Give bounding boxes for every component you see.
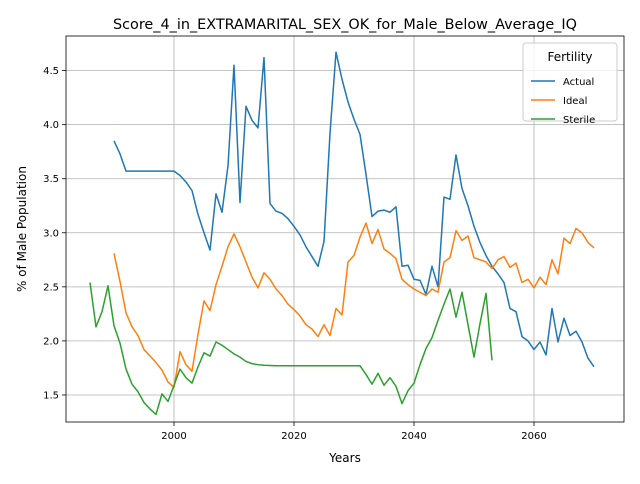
- legend-label-actual: Actual: [563, 77, 594, 88]
- x-tick-label: 2060: [521, 431, 546, 442]
- series-line-actual: [113, 51, 595, 368]
- legend-box: [522, 42, 618, 122]
- legend-title: Fertility: [547, 50, 592, 64]
- series-line-ideal: [113, 222, 595, 389]
- chart-title: Score_4_in_EXTRAMARITAL_SEX_OK_for_Male_…: [113, 17, 577, 33]
- series-line-sterile: [89, 282, 493, 416]
- y-tick-label: 3.0: [43, 228, 59, 239]
- series-layer: [89, 51, 595, 416]
- ticks: 2000 2020 2040 2060 1.5 2.0 2.5 3.0 3.5 4.0 4.5: [43, 66, 547, 442]
- x-tick-label: 2020: [281, 431, 306, 442]
- y-axis-label: % of Male Population: [15, 166, 29, 292]
- legend-label-ideal: Ideal: [563, 96, 587, 107]
- x-tick-label: 2040: [401, 431, 426, 442]
- y-tick-label: 2.5: [43, 282, 59, 293]
- legend-label-sterile: Sterile: [563, 115, 595, 126]
- y-tick-label: 4.0: [43, 120, 59, 131]
- plot-frame: [65, 35, 625, 423]
- legend: Fertility Actual Ideal Sterile: [522, 42, 618, 126]
- x-axis-label: Years: [328, 451, 361, 465]
- x-tick-label: 2000: [161, 431, 186, 442]
- y-tick-label: 4.5: [43, 66, 59, 77]
- y-tick-label: 3.5: [43, 174, 59, 185]
- y-tick-label: 2.0: [43, 336, 59, 347]
- y-tick-label: 1.5: [43, 390, 59, 401]
